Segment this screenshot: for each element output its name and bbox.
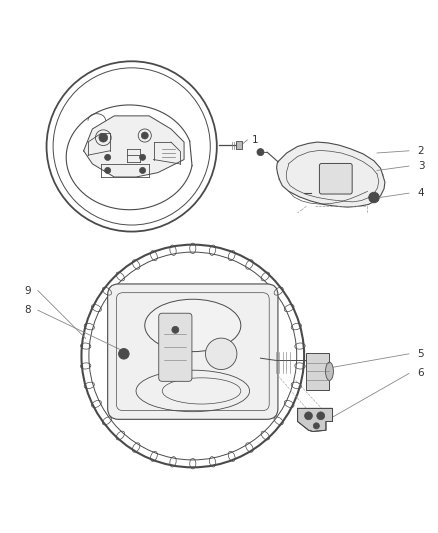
Text: 2: 2: [418, 146, 424, 156]
Circle shape: [99, 133, 108, 142]
Text: 8: 8: [25, 305, 32, 315]
Text: 6: 6: [418, 368, 424, 378]
Polygon shape: [84, 116, 184, 177]
Circle shape: [304, 412, 312, 420]
Text: 3: 3: [418, 161, 424, 171]
Text: 1: 1: [252, 135, 258, 145]
Polygon shape: [237, 141, 242, 149]
Ellipse shape: [325, 362, 333, 381]
Ellipse shape: [136, 370, 250, 411]
Polygon shape: [306, 353, 329, 390]
FancyBboxPatch shape: [319, 164, 352, 194]
Circle shape: [105, 167, 111, 174]
Text: 4: 4: [418, 188, 424, 198]
Polygon shape: [297, 408, 332, 432]
Polygon shape: [277, 142, 385, 207]
Text: 5: 5: [418, 349, 424, 359]
Circle shape: [140, 154, 146, 160]
Circle shape: [317, 412, 325, 420]
Circle shape: [172, 326, 179, 333]
Circle shape: [119, 349, 129, 359]
FancyBboxPatch shape: [159, 313, 192, 381]
Circle shape: [141, 132, 148, 139]
Circle shape: [105, 154, 111, 160]
Circle shape: [257, 149, 264, 156]
Circle shape: [140, 167, 146, 174]
Ellipse shape: [205, 338, 237, 369]
FancyBboxPatch shape: [108, 284, 278, 419]
Circle shape: [369, 192, 379, 203]
Circle shape: [313, 423, 319, 429]
Ellipse shape: [145, 299, 241, 352]
Text: 9: 9: [25, 286, 32, 295]
